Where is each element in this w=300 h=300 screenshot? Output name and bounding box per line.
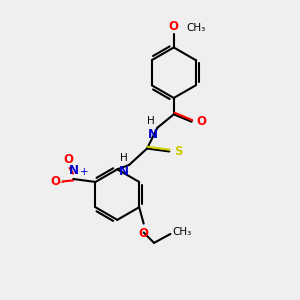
Text: S: S xyxy=(174,145,182,158)
Text: N: N xyxy=(119,165,129,178)
Text: O: O xyxy=(169,20,179,33)
Text: O: O xyxy=(51,175,61,188)
Text: O: O xyxy=(64,154,74,166)
Text: O: O xyxy=(139,227,148,240)
Text: H: H xyxy=(147,116,155,126)
Text: N: N xyxy=(147,128,158,141)
Text: +: + xyxy=(80,167,88,177)
Text: H: H xyxy=(120,153,128,164)
Text: ⁻: ⁻ xyxy=(58,179,65,192)
Text: CH₃: CH₃ xyxy=(186,23,206,33)
Text: CH₃: CH₃ xyxy=(173,227,192,238)
Text: N: N xyxy=(69,164,79,178)
Text: O: O xyxy=(196,115,206,128)
